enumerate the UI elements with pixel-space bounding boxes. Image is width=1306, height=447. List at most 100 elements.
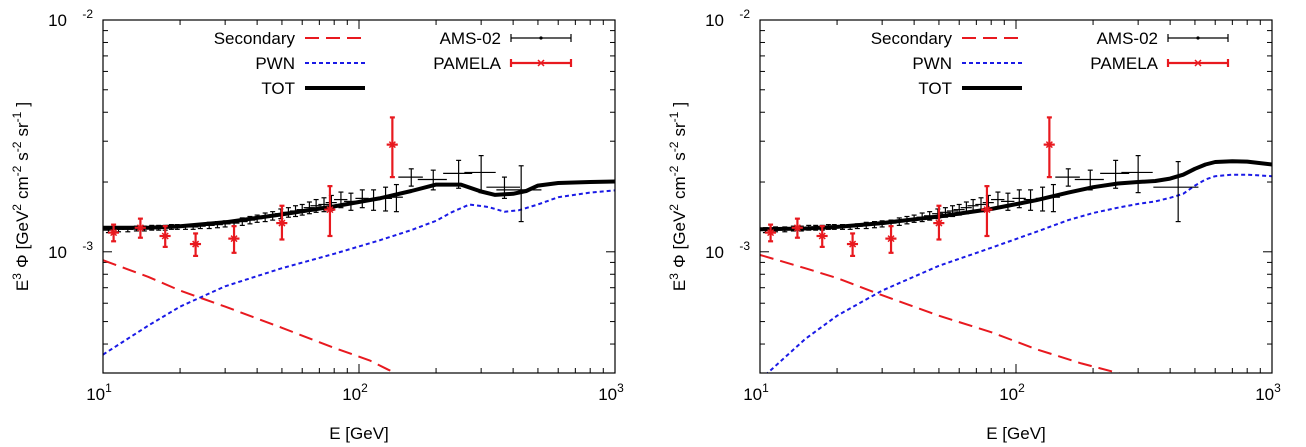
ams-02-point [122,226,134,233]
y-axis-label: E3Φ[GeV2cm-2s-2sr-1] [10,102,32,291]
legend-entry-tot: TOT [918,79,1022,98]
y-tick-base: 10 [48,243,67,262]
plot-area [103,116,615,373]
y-label-sup: 3 [10,273,24,280]
y-label-sup: -2 [667,141,681,152]
x-tick-base: 10 [342,385,361,404]
y-label-sup: -2 [10,141,24,152]
ams-02-point [251,214,263,223]
y-tick-label: 10 -3 [48,239,93,262]
pamela-point [228,225,240,254]
x-tick-base: 10 [1255,385,1274,404]
y-tick-label: 10 -2 [48,7,93,30]
ams-02-point [1074,169,1104,191]
x-axis-label: E [GeV] [329,424,389,443]
ams-02-point [464,155,496,194]
ams-02-point [355,189,369,209]
ams-02-point [1046,183,1060,213]
legend-label: PWN [912,54,952,73]
legend-entry-ams-02: AMS-02 [440,29,572,48]
legend-label: Secondary [871,29,953,48]
ams-02-point [318,197,330,213]
legend-entry-pamela: PAMELA [1090,54,1230,73]
ams-02-point [334,191,348,209]
ams-02-point [1055,168,1080,187]
legend-label: PWN [255,54,295,73]
ams-02-point [219,220,231,228]
ams-02-point [310,198,322,213]
x-tick-exponent: 3 [1274,381,1281,395]
legend-label: PAMELA [1090,54,1158,73]
legend-entry-secondary: Secondary [871,29,1022,48]
pamela-point [107,223,120,243]
legend-entry-tot: TOT [261,79,365,98]
x-tick-base: 10 [598,385,617,404]
ams-02-point [893,217,905,226]
x-tick-exponent: 2 [361,381,368,395]
y-label-unit: sr [13,122,32,137]
plot-frame [759,19,1273,374]
ams-02-point [916,212,928,223]
ams-02-point [211,220,223,229]
y-label-unit: cm [13,176,32,199]
y-tick-label: 10 -2 [705,7,750,30]
ams-02-point [486,176,520,199]
ams-02-point [236,217,248,226]
pamela-point [885,225,897,254]
y-label-E: E [670,280,689,291]
ams-02-point [259,212,271,223]
ams-02-point [398,168,423,187]
ams-02-point [967,198,979,213]
pamela-point [159,225,171,248]
ams-02-point [389,183,403,213]
y-label-E: E [13,280,32,291]
plot-area [760,116,1272,373]
ams-02-point [901,215,913,225]
ams-02-point [1153,160,1199,223]
ams-02-point [1121,155,1153,194]
y-label-unit: [GeV [13,210,32,249]
secondary-line [760,253,1122,373]
pamela-point [764,223,777,243]
y-tick-exponent: -3 [739,239,750,253]
pamela-point [981,185,993,238]
pwn-line [103,189,615,356]
y-label-sup: 2 [667,204,681,211]
y-label-unit: s [670,152,689,161]
ams-02-point [443,159,473,189]
y-label-unit: [GeV [670,210,689,249]
y-tick-exponent: -2 [739,7,750,21]
ams-02-point [1012,189,1026,209]
ams-02-point [417,169,447,191]
pamela-point [816,225,828,248]
ams-02-point [939,207,951,218]
x-tick-exponent: 3 [617,381,624,395]
ams-02-point [275,208,287,220]
y-label-phi: Φ [13,254,32,268]
y-axis-label: E3Φ[GeV2cm-2s-2sr-1] [667,102,689,291]
ams-02-point [1100,159,1130,189]
x-tick-label: 101 [743,381,769,404]
pamela-point [134,217,146,239]
ams-02-point [194,223,206,230]
legend-label: TOT [261,79,295,98]
y-tick-base: 10 [705,243,724,262]
x-tick-exponent: 1 [105,381,112,395]
ams-02-point [244,215,256,225]
legend-entry-ams-02: AMS-02 [1097,29,1229,48]
tot-line [103,179,615,230]
ams-02-point [1023,189,1038,211]
ams-02-point [851,223,863,230]
ams-02-point [946,205,958,218]
ams-02-point [868,220,880,229]
x-tick-exponent: 1 [762,381,769,395]
ams-02-point [923,211,936,221]
y-label-unit: ] [670,102,689,107]
y-label-unit: ] [13,102,32,107]
secondary-line [103,259,399,373]
y-label-unit: cm [670,176,689,199]
y-label-sup: 2 [10,204,24,211]
ams-02-point [779,226,791,233]
